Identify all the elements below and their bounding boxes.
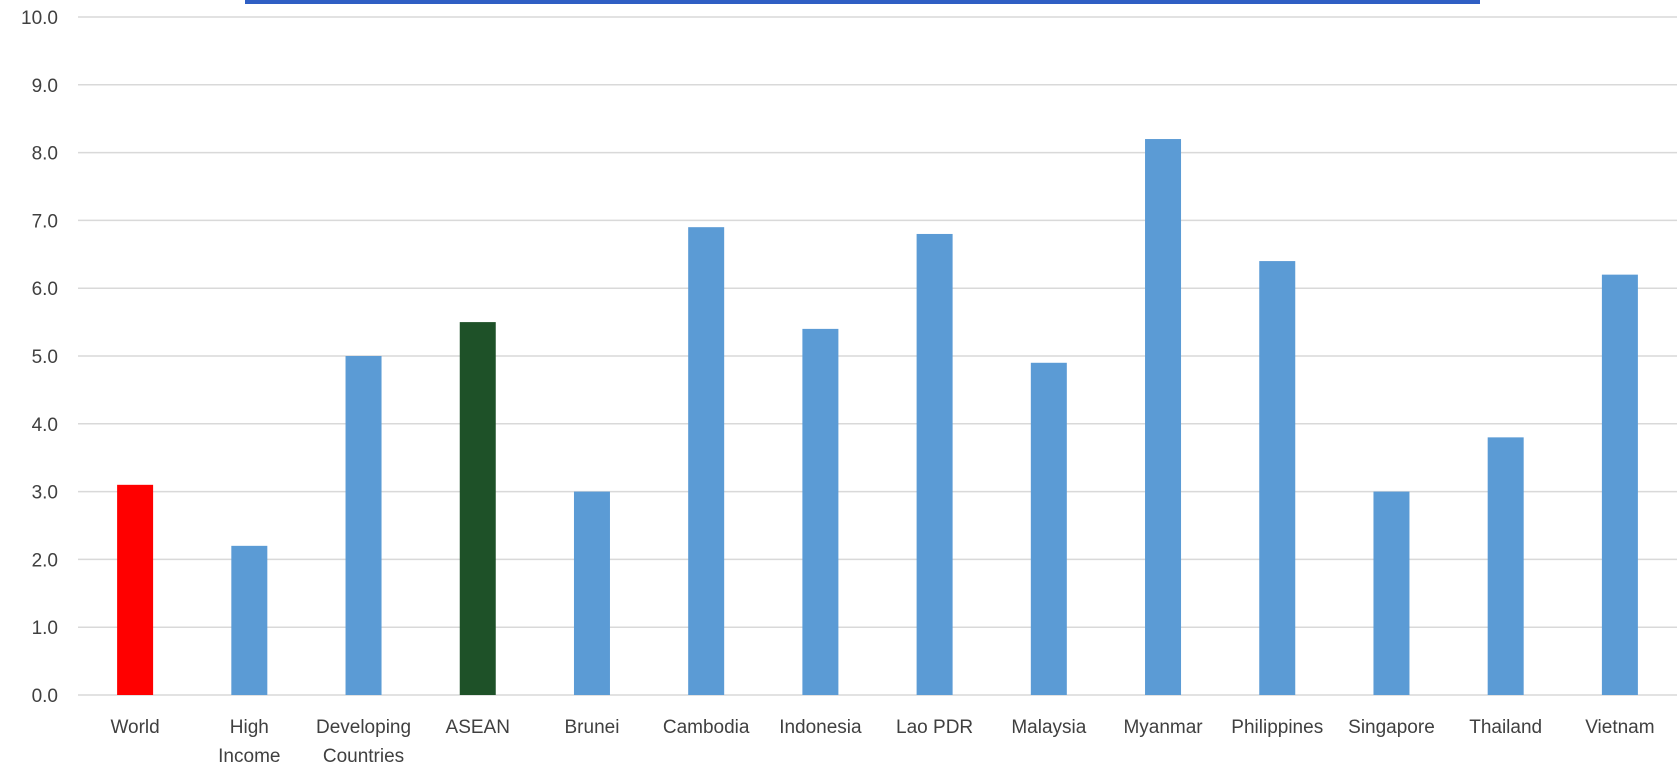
bar	[802, 328, 839, 695]
x-category-label-line: ASEAN	[446, 717, 510, 738]
bar	[117, 484, 154, 695]
x-category-label: Malaysia	[1011, 717, 1086, 738]
x-category-label: World	[110, 717, 159, 738]
bar	[1601, 274, 1638, 695]
x-category-label: Myanmar	[1123, 717, 1203, 738]
x-category-label-line: Countries	[323, 746, 404, 766]
x-category-label: Developing Countries	[316, 717, 411, 766]
top-color-band	[245, 0, 1480, 4]
bar	[1145, 139, 1182, 696]
x-category-label: Lao PDR	[896, 717, 973, 738]
y-tick-label: 7.0	[32, 211, 58, 232]
x-category-label-line: Indonesia	[779, 717, 862, 738]
bar	[345, 356, 382, 695]
bar	[916, 233, 953, 695]
x-category-label-line: High	[230, 717, 269, 738]
bar	[1373, 491, 1410, 695]
gridlines	[78, 16, 1677, 696]
x-category-label: Brunei	[565, 717, 620, 738]
x-category-label: ASEAN	[446, 717, 510, 738]
x-category-label: Vietnam	[1585, 717, 1654, 738]
x-category-label-line: Thailand	[1469, 717, 1542, 738]
x-category-label-line: Philippines	[1231, 717, 1323, 738]
x-category-label: Singapore	[1348, 717, 1435, 738]
x-category-label-line: Income	[218, 746, 280, 766]
x-category-label-line: Cambodia	[663, 717, 750, 738]
y-tick-label: 1.0	[32, 618, 58, 639]
bar	[688, 227, 725, 695]
x-category-label: High Income	[218, 717, 280, 766]
x-axis-category-labels: World High Income Developing Countries ASEAN B…	[110, 717, 1654, 766]
y-tick-label: 8.0	[32, 144, 58, 165]
y-tick-label: 2.0	[32, 550, 58, 571]
x-category-label: Indonesia	[779, 717, 862, 738]
x-category-label-line: Malaysia	[1011, 717, 1086, 738]
bar	[1259, 261, 1296, 695]
bar	[1487, 437, 1524, 695]
y-tick-label: 6.0	[32, 279, 58, 300]
y-tick-label: 4.0	[32, 415, 58, 436]
x-category-label-line: World	[110, 717, 159, 738]
y-tick-label: 3.0	[32, 483, 58, 504]
x-category-label-line: Brunei	[565, 717, 620, 738]
bar	[231, 545, 268, 695]
x-category-label-line: Vietnam	[1585, 717, 1654, 738]
x-category-label-line: Myanmar	[1123, 717, 1203, 738]
bar	[1030, 362, 1067, 695]
x-category-label-line: Lao PDR	[896, 717, 973, 738]
y-tick-label: 10.0	[21, 8, 58, 29]
x-category-label: Cambodia	[663, 717, 750, 738]
y-axis-tick-labels: 0.0 1.0 2.0 3.0 4.0 5.0 6.0 7.0 8.0 9.0 10.0	[21, 8, 58, 707]
y-tick-label: 0.0	[32, 686, 58, 707]
x-category-label-line: Singapore	[1348, 717, 1435, 738]
x-category-label: Philippines	[1231, 717, 1323, 738]
y-tick-label: 5.0	[32, 347, 58, 368]
x-category-label: Thailand	[1469, 717, 1542, 738]
x-category-label-line: Developing	[316, 717, 411, 738]
bar	[459, 322, 496, 695]
bars	[117, 139, 1638, 696]
y-tick-label: 9.0	[32, 76, 58, 97]
bar	[573, 491, 610, 695]
